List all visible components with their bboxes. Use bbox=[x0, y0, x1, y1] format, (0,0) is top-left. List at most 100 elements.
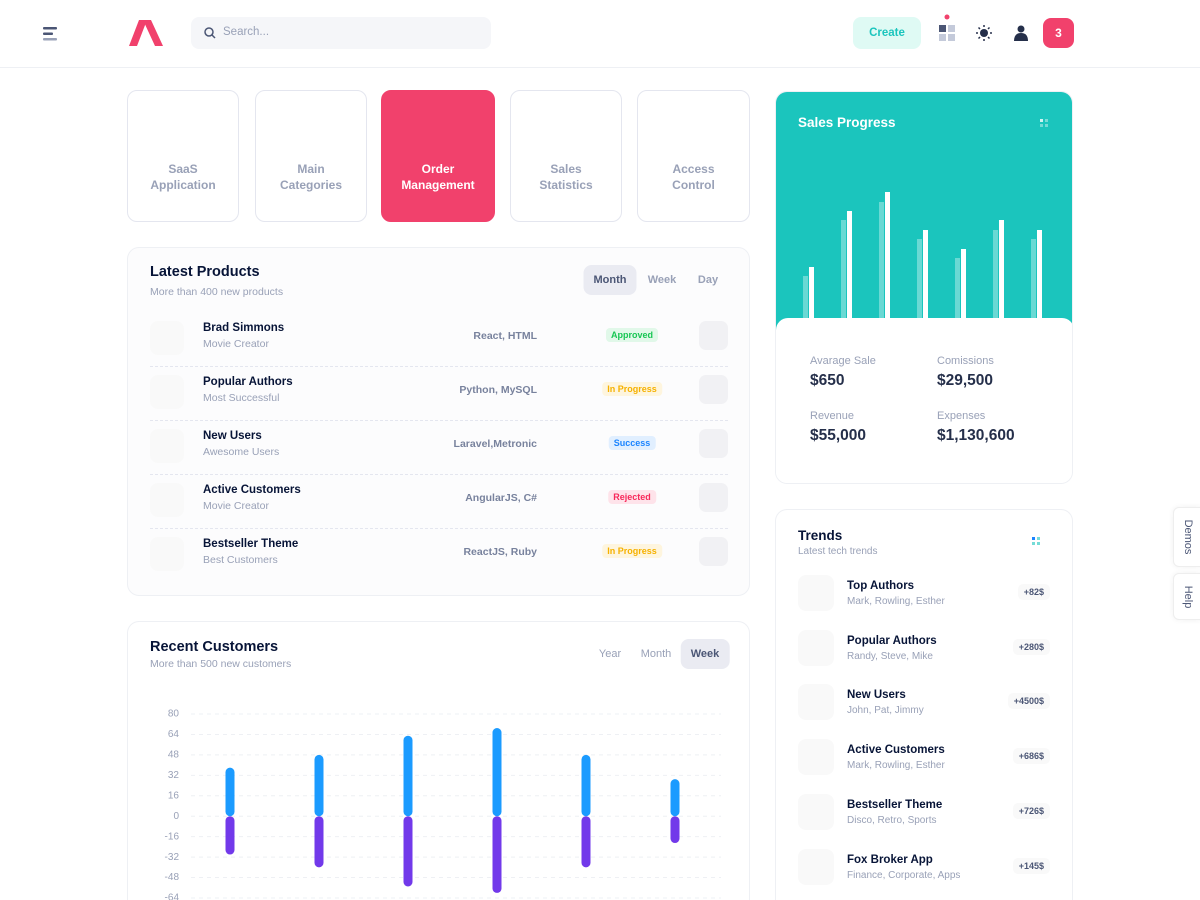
bar bbox=[225, 816, 235, 855]
bar bbox=[314, 754, 324, 817]
bar bbox=[879, 202, 884, 318]
row-role: Movie Creator bbox=[203, 500, 269, 512]
tile-label: Access Control bbox=[672, 162, 715, 192]
tile[interactable]: Main Categories bbox=[255, 90, 367, 222]
menu-dots[interactable] bbox=[1040, 119, 1049, 128]
bar bbox=[225, 767, 235, 817]
bar bbox=[809, 267, 814, 318]
tab[interactable]: Month bbox=[640, 648, 672, 660]
row-arrow-button[interactable] bbox=[699, 321, 728, 350]
bar bbox=[403, 735, 413, 817]
card-subtitle: More than 500 new customers bbox=[150, 658, 292, 670]
stat-value: $1,130,600 bbox=[937, 427, 1015, 444]
status-badge: Approved bbox=[605, 328, 659, 342]
tab[interactable]: Week bbox=[647, 274, 677, 286]
row-tech: React, HTML bbox=[473, 330, 537, 342]
bar bbox=[847, 211, 852, 318]
search-box[interactable]: Search... bbox=[191, 17, 491, 49]
row-arrow-button[interactable] bbox=[699, 483, 728, 512]
user-icon[interactable] bbox=[1014, 25, 1028, 41]
tab[interactable]: Day bbox=[697, 274, 719, 286]
row-arrow-button[interactable] bbox=[699, 375, 728, 404]
status-badge: Rejected bbox=[608, 490, 656, 504]
trend-name: Top Authors bbox=[847, 580, 915, 592]
side-tab-label: Demos bbox=[1182, 519, 1194, 555]
row-arrow-button[interactable] bbox=[699, 429, 728, 458]
tile[interactable]: SaaS Application bbox=[127, 90, 239, 222]
card-title: Recent Customers bbox=[150, 639, 279, 655]
menu-dots[interactable] bbox=[1032, 537, 1041, 546]
search-icon bbox=[204, 27, 216, 39]
recent-customers-card: Recent Customers More than 500 new custo… bbox=[127, 621, 750, 900]
side-tab[interactable]: Demos bbox=[1173, 507, 1200, 567]
tile[interactable]: Order Management bbox=[381, 90, 495, 222]
bar bbox=[999, 220, 1004, 318]
tab[interactable]: Week bbox=[680, 639, 730, 669]
customers-chart: 80 64 48 32 16 0 -16 -32 -48 -64 bbox=[165, 709, 721, 900]
stats-panel bbox=[776, 318, 1072, 483]
row-divider bbox=[150, 474, 728, 475]
bar bbox=[1037, 230, 1042, 318]
side-tab-label: Help bbox=[1182, 585, 1194, 608]
stat-label: Revenue bbox=[810, 410, 855, 422]
y-tick-label: -48 bbox=[165, 872, 180, 883]
trend-value: +4500$ bbox=[1007, 693, 1050, 710]
notification-badge[interactable]: 3 bbox=[1043, 18, 1074, 48]
brand-icon bbox=[798, 848, 834, 885]
tile[interactable]: Access Control bbox=[637, 90, 750, 222]
stat-label: Avarage Sale bbox=[810, 355, 876, 367]
trend-name: Popular Authors bbox=[847, 634, 937, 647]
row-arrow-button[interactable] bbox=[699, 537, 728, 566]
y-tick-label: 48 bbox=[168, 750, 180, 761]
bar bbox=[581, 816, 591, 868]
trend-name: Active Customers bbox=[847, 744, 945, 757]
brand-icon bbox=[798, 684, 834, 721]
apps-icon[interactable] bbox=[938, 14, 956, 42]
trend-value: +686$ bbox=[1012, 748, 1050, 765]
row-tech: ReactJS, Ruby bbox=[463, 546, 537, 558]
row-tech: Laravel,Metronic bbox=[453, 438, 537, 450]
brand-icon bbox=[150, 537, 184, 571]
stat-value: $650 bbox=[810, 372, 845, 389]
bar bbox=[803, 276, 808, 318]
theme-icon[interactable] bbox=[976, 25, 992, 41]
menu-toggle[interactable] bbox=[43, 27, 59, 41]
y-tick-label: -16 bbox=[165, 831, 180, 842]
y-tick-label: 16 bbox=[168, 790, 180, 801]
trend-value: +280$ bbox=[1012, 638, 1050, 655]
row-tech: AngularJS, C# bbox=[465, 492, 537, 504]
y-tick-label: 32 bbox=[168, 770, 180, 781]
y-tick-label: -64 bbox=[165, 893, 180, 900]
brand-icon bbox=[150, 429, 184, 463]
bar bbox=[581, 754, 591, 817]
tile[interactable]: Sales Statistics bbox=[510, 90, 622, 222]
logo[interactable] bbox=[127, 18, 165, 48]
bar bbox=[1031, 239, 1036, 318]
brand-icon bbox=[798, 793, 834, 830]
row-tech: Python, MySQL bbox=[459, 384, 537, 396]
create-button[interactable]: Create bbox=[853, 17, 921, 49]
y-tick-label: -32 bbox=[165, 852, 180, 863]
bar bbox=[923, 230, 928, 318]
y-tick-label: 0 bbox=[173, 811, 179, 822]
card-title: Trends bbox=[798, 528, 843, 543]
trend-people: Randy, Steve, Mike bbox=[847, 650, 933, 662]
bar bbox=[993, 230, 998, 318]
brand-icon bbox=[798, 575, 834, 611]
y-tick-label: 80 bbox=[168, 709, 180, 720]
bar bbox=[314, 816, 324, 868]
side-tab[interactable]: Help bbox=[1173, 573, 1200, 620]
card-title: Sales Progress bbox=[798, 115, 896, 130]
status-badge: Success bbox=[608, 436, 656, 450]
brand-icon bbox=[150, 375, 184, 409]
trend-value: +82$ bbox=[1017, 584, 1050, 600]
bar bbox=[961, 249, 966, 318]
tab[interactable]: Month bbox=[583, 265, 637, 295]
row-role: Awesome Users bbox=[203, 446, 280, 458]
trend-people: Mark, Rowling, Esther bbox=[847, 596, 945, 607]
trends-card: Trends Latest tech trends Top Authors Mar… bbox=[775, 509, 1073, 900]
tab[interactable]: Year bbox=[598, 648, 622, 660]
tile-label: Main Categories bbox=[279, 162, 343, 192]
